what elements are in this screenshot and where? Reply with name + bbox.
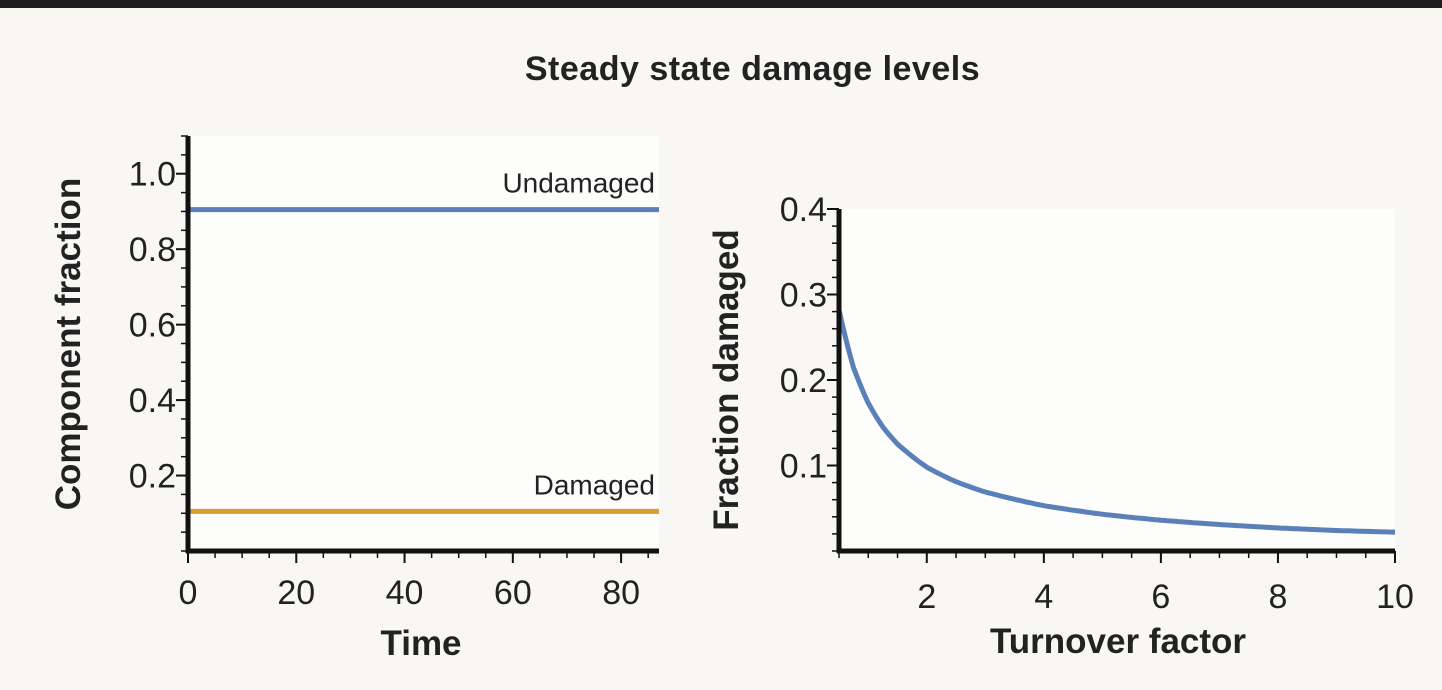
plot-area	[188, 136, 659, 551]
top-border	[0, 0, 1442, 8]
x-tick-label: 20	[277, 574, 315, 612]
x-axis-title: Time	[380, 624, 461, 663]
plot-area	[839, 209, 1395, 551]
chart-2: 0.1 0.2 0.3 0.4 2 4 6 8 10 Turnover factor Fractio…	[707, 191, 1414, 661]
x-tick-label: 10	[1376, 578, 1414, 616]
x-tick-label: 4	[1034, 578, 1053, 616]
figure-title: Steady state damage levels	[524, 50, 981, 88]
y-tick-label: 0.2	[129, 458, 176, 496]
x-tick-label: 80	[602, 574, 640, 612]
y-tick-label: 0.4	[129, 382, 176, 420]
x-axis-title: Turnover factor	[990, 622, 1246, 661]
x-tick-label: 40	[386, 574, 424, 612]
x-tick-label: 2	[917, 578, 936, 616]
series-label-undamaged: Undamaged	[502, 168, 655, 199]
y-axis-title: Fraction damaged	[707, 229, 746, 530]
y-tick-label: 0.4	[780, 191, 827, 229]
series-label-damaged: Damaged	[534, 469, 655, 500]
chart-1: 0.2 0.4 0.6 0.8 1.0 0 20 40 60 80 Undamaged Damaged…	[49, 135, 659, 663]
y-tick-label: 0.8	[129, 231, 176, 269]
x-tick-label: 8	[1268, 578, 1287, 616]
y-tick-label: 0.2	[780, 362, 827, 400]
y-tick-label: 0.1	[780, 448, 827, 486]
x-tick-label: 6	[1151, 578, 1170, 616]
y-tick-label: 0.6	[129, 307, 176, 345]
y-axis-title: Component fraction	[49, 178, 88, 510]
y-tick-label: 1.0	[129, 156, 176, 194]
x-tick-label: 60	[494, 574, 532, 612]
x-tick-label: 0	[179, 574, 198, 612]
y-tick-label: 0.3	[780, 277, 827, 315]
series-line-fraction-damaged	[836, 309, 1396, 535]
